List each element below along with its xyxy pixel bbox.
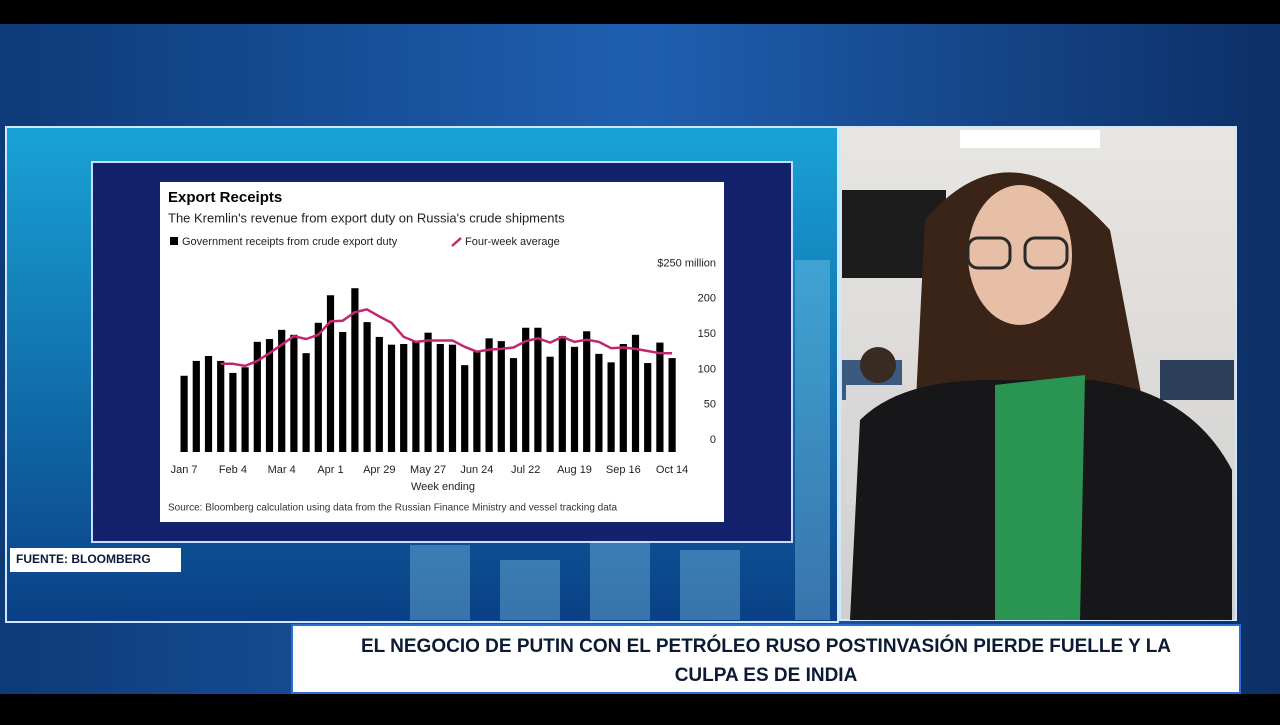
chart-subtitle: The Kremlin's revenue from export duty o… — [168, 210, 565, 225]
legend-swatch — [451, 237, 462, 247]
bar — [656, 342, 664, 452]
bar — [509, 358, 518, 452]
chart-source: Source: Bloomberg calculation using data… — [168, 503, 618, 514]
y-tick-label: 50 — [704, 399, 716, 411]
x-tick-label: Apr 29 — [363, 464, 395, 476]
y-tick-label: 150 — [698, 328, 716, 340]
bar — [534, 327, 542, 452]
chart-title: Export Receipts — [168, 189, 282, 206]
legend-swatch — [170, 237, 178, 245]
bar — [351, 288, 359, 452]
bar — [595, 353, 603, 452]
bar — [607, 362, 615, 452]
bar — [424, 332, 432, 452]
x-tick-label: Oct 14 — [656, 464, 688, 476]
x-tick-label: Mar 4 — [268, 464, 296, 476]
legend-label: Four-week average — [465, 236, 560, 248]
bar — [436, 343, 444, 452]
bar — [192, 360, 200, 452]
bar — [558, 336, 566, 452]
bar — [473, 351, 481, 452]
line-series — [220, 308, 673, 368]
bar — [485, 338, 493, 452]
bar — [546, 356, 554, 452]
legend-label: Government receipts from crude export du… — [182, 236, 398, 248]
x-tick-label: May 27 — [410, 464, 446, 476]
y-tick-label: 200 — [698, 293, 716, 305]
bar — [412, 341, 420, 452]
bar — [668, 358, 676, 452]
bar — [217, 360, 225, 452]
reporter-video — [839, 126, 1237, 621]
bar — [644, 363, 652, 452]
x-tick-label: Jul 22 — [511, 464, 540, 476]
headline: CULPA ES DE INDIA — [675, 665, 858, 686]
headline: EL NEGOCIO DE PUTIN CON EL PETRÓLEO RUSO… — [361, 635, 1171, 657]
y-tick-label: 0 — [710, 434, 716, 446]
bar — [497, 341, 505, 452]
bar — [278, 329, 286, 452]
x-tick-label: Aug 19 — [557, 464, 592, 476]
panel-bars — [410, 260, 830, 620]
bar — [339, 331, 347, 452]
bar — [314, 322, 322, 452]
x-tick-label: Jan 7 — [171, 464, 198, 476]
bar — [583, 331, 591, 452]
headline-box — [291, 624, 1241, 694]
bar — [229, 372, 237, 452]
bar — [461, 365, 469, 452]
bar — [204, 355, 213, 452]
bar — [387, 344, 396, 452]
bar — [253, 341, 261, 452]
bar — [326, 295, 335, 452]
x-axis-label: Week ending — [411, 481, 475, 493]
bar — [290, 334, 298, 452]
bar — [375, 336, 383, 452]
chart: Export Receipts The Kremlin's revenue fr… — [168, 189, 716, 514]
bar — [363, 322, 371, 452]
x-tick-label: Jun 24 — [460, 464, 493, 476]
bar — [241, 367, 249, 452]
x-tick-label: Sep 16 — [606, 464, 641, 476]
y-tick-label: 100 — [698, 363, 716, 375]
bar — [522, 327, 530, 452]
bar — [448, 344, 457, 452]
y-tick-label: $250 million — [657, 257, 716, 269]
source-tag: FUENTE: BLOOMBERG — [16, 552, 151, 566]
bar — [570, 346, 579, 452]
bar — [631, 334, 640, 452]
x-tick-label: Apr 1 — [317, 464, 343, 476]
bar — [400, 343, 408, 452]
source-tag-box — [10, 548, 181, 572]
bar — [302, 353, 310, 452]
bar — [265, 339, 274, 452]
x-tick-label: Feb 4 — [219, 464, 247, 476]
bar — [619, 343, 627, 452]
bar — [180, 375, 188, 452]
